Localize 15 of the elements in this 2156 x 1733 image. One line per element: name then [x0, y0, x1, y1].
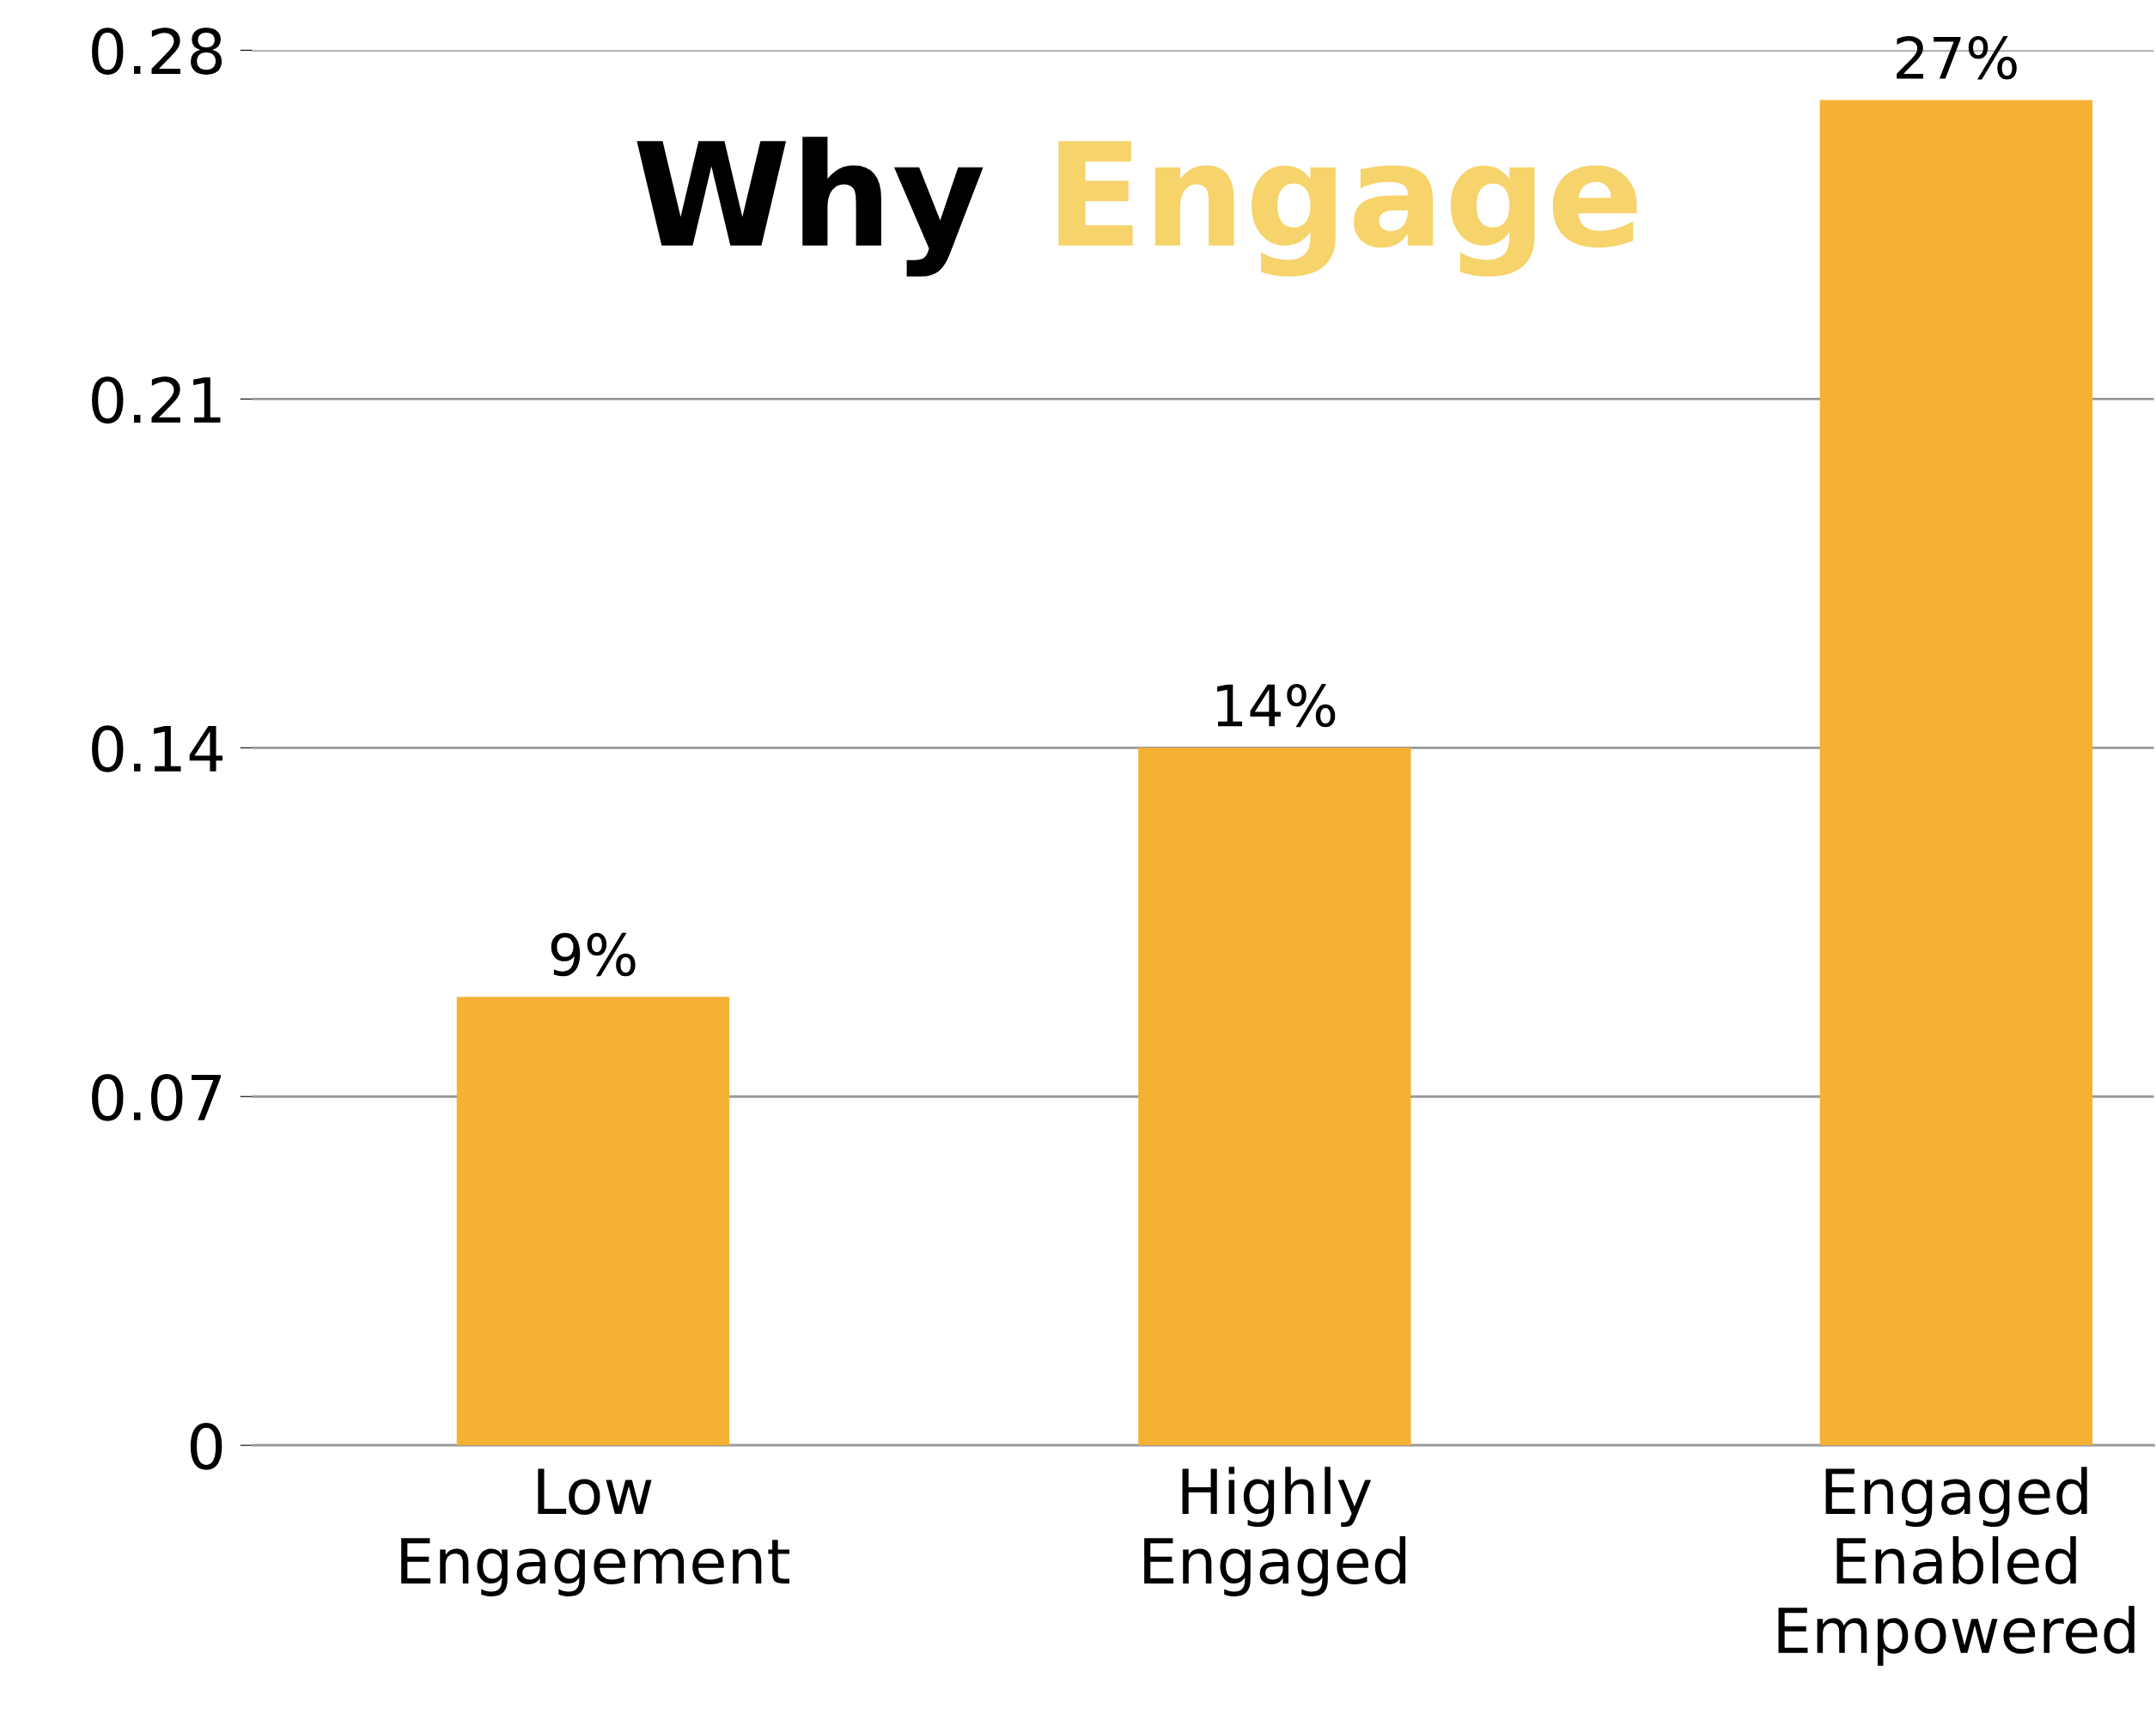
x-tick-label: Low Engagement [401, 1468, 790, 1596]
x-tick-label: Highly Engaged [1144, 1467, 1406, 1596]
data-label: 14% [1217, 683, 1336, 728]
data-label: 27% [1897, 36, 2017, 80]
bar [1819, 100, 2093, 1446]
y-tick-label: 0.14 [92, 725, 223, 772]
text: Why Engage [636, 137, 1637, 277]
y-tick-label: 0.07 [92, 1074, 221, 1121]
y-tick-label: 0.28 [92, 27, 222, 75]
data-label: 9% [551, 932, 636, 977]
x-tick-label: Engaged Enabled Empowered [1778, 1467, 2135, 1666]
bar [1138, 748, 1411, 1446]
bar [456, 997, 730, 1446]
y-tick-label: 0 [190, 1423, 222, 1470]
y-tick-label: 0.21 [92, 376, 221, 424]
